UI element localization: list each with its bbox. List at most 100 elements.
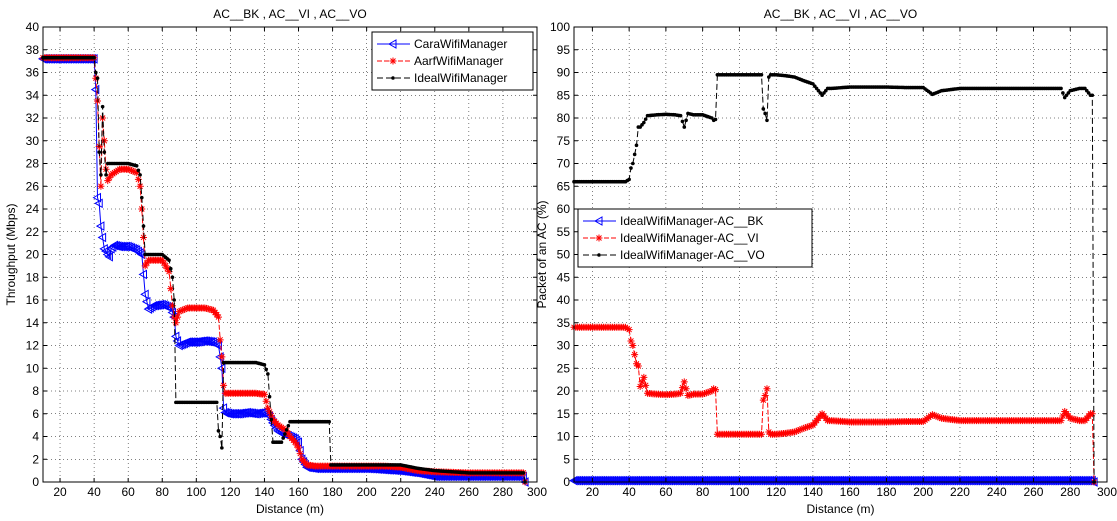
x-tick-label: 60 (121, 485, 135, 499)
data-point (930, 411, 938, 419)
legend-marker (593, 216, 603, 226)
data-point (794, 426, 802, 434)
y-tick-label: 40 (557, 293, 571, 307)
data-point (267, 394, 272, 399)
legend-label: AarfWifiManager (414, 54, 503, 68)
data-point (765, 118, 769, 123)
legend-marker (595, 234, 603, 242)
data-point (1081, 475, 1091, 486)
data-point (631, 351, 639, 359)
data-point (170, 275, 175, 280)
data-point (710, 385, 718, 393)
data-point (680, 119, 685, 124)
y-tick-label: 16 (26, 293, 40, 307)
legend-marker (391, 76, 395, 80)
y-tick-label: 20 (557, 384, 571, 398)
data-point (90, 84, 100, 95)
data-point (168, 302, 176, 310)
data-point (678, 113, 683, 118)
data-point (634, 362, 642, 370)
data-point (92, 55, 96, 60)
y-tick-label: 100 (550, 20, 570, 34)
x-tick-label: 280 (493, 485, 513, 499)
data-point (182, 305, 190, 313)
data-point (220, 381, 228, 389)
data-point (94, 97, 102, 105)
data-point (94, 198, 103, 209)
data-point (163, 265, 171, 273)
x-tick-label: 300 (527, 485, 547, 499)
data-point (162, 262, 170, 270)
x-tick-label: 120 (220, 485, 240, 499)
legend-marker (597, 253, 601, 257)
packet-share-chart: 20 40 60 80 100 120 140 160 180 200 220 240 260 280 30… (535, 7, 1117, 516)
data-point (800, 424, 808, 432)
data-point (757, 430, 765, 438)
x-tick-label: 200 (357, 485, 377, 499)
data-point (1061, 91, 1065, 95)
data-point (269, 417, 274, 422)
data-point (104, 173, 108, 177)
y-tick-label: 25 (557, 361, 571, 375)
y-tick-label: 55 (557, 225, 571, 239)
x-tick-label: 260 (459, 485, 479, 499)
data-point (262, 363, 267, 367)
data-point (180, 305, 188, 313)
y-tick-label: 0 (563, 475, 570, 489)
y-tick-label: 4 (32, 430, 39, 444)
data-point (128, 167, 136, 175)
throughput-chart: 20 40 60 80 100 120 140 160 180 200 220 240 260 280 30… (4, 7, 547, 516)
data-point (759, 396, 767, 404)
data-point (216, 336, 224, 344)
data-point (627, 177, 631, 182)
data-point (141, 224, 146, 228)
data-point (167, 258, 171, 262)
y-tick-label: 90 (557, 66, 571, 80)
data-point (141, 262, 149, 270)
data-point (168, 266, 173, 271)
x-tick-label: 80 (156, 485, 170, 499)
data-point (131, 168, 139, 176)
data-point (296, 450, 304, 458)
data-point (934, 413, 942, 421)
data-point (104, 177, 112, 185)
data-point (220, 446, 224, 450)
data-point (140, 233, 148, 241)
data-point (706, 388, 714, 396)
x-tick-label: 100 (729, 485, 749, 499)
data-point (138, 173, 142, 177)
data-point (763, 111, 767, 116)
x-tick-label: 280 (1060, 485, 1080, 499)
data-point (165, 268, 173, 276)
data-point (807, 422, 815, 430)
x-tick-label: 160 (840, 485, 860, 499)
x-tick-label: 260 (1023, 485, 1043, 499)
data-point (284, 428, 289, 432)
data-point (761, 107, 766, 111)
data-point (97, 182, 105, 190)
data-point (266, 408, 274, 416)
x-tick-label: 220 (950, 485, 970, 499)
x-tick-label: 40 (87, 485, 101, 499)
data-point (928, 411, 936, 419)
data-point (104, 251, 113, 262)
data-point (293, 441, 301, 449)
plot-area (43, 27, 537, 482)
y-tick-label: 40 (26, 20, 40, 34)
data-point (634, 143, 639, 148)
data-point (100, 104, 105, 109)
data-point (126, 166, 134, 174)
data-point (153, 300, 163, 310)
x-tick-label: 120 (766, 485, 786, 499)
legend-entry-2: IdealWifiManager-AC__VO (583, 248, 765, 262)
x-tick-label: 100 (186, 485, 206, 499)
data-point (172, 298, 176, 302)
data-point (1059, 412, 1067, 420)
data-point (761, 392, 769, 400)
x-tick-label: 40 (622, 485, 636, 499)
data-point (102, 150, 107, 154)
y-tick-label: 24 (26, 202, 40, 216)
data-point (279, 440, 284, 444)
data-point (699, 390, 707, 398)
y-tick-label: 22 (26, 225, 40, 239)
